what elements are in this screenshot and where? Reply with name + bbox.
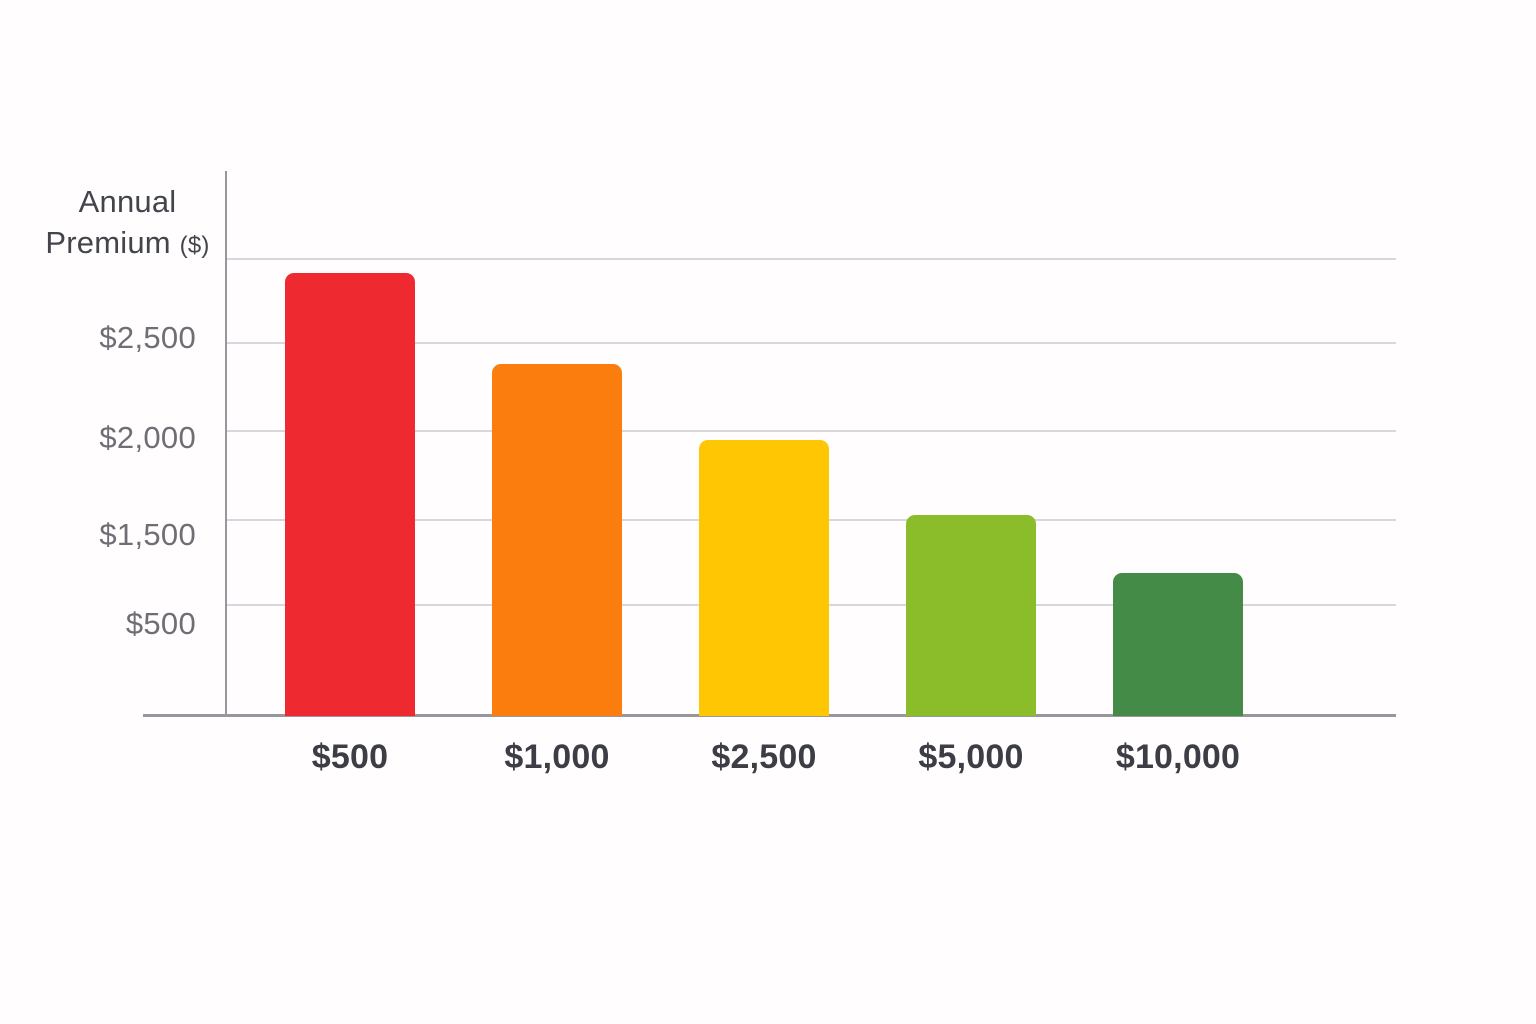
y-tick-label-2: $1,500 xyxy=(99,517,196,552)
bar-2500 xyxy=(699,440,829,716)
x-label-4: $10,000 xyxy=(1115,738,1241,776)
x-label-2: $2,500 xyxy=(711,738,817,776)
gridline-0 xyxy=(227,258,1396,260)
bar-500 xyxy=(285,273,415,716)
y-axis-title-line1: Annual xyxy=(78,184,177,219)
y-axis-title-line2: Premium xyxy=(45,225,171,260)
y-tick-label-3: $500 xyxy=(125,606,196,641)
y-axis-title: Annual Premium ($) xyxy=(30,181,225,266)
x-label-3: $5,000 xyxy=(918,738,1024,776)
y-tick-label-0: $2,500 xyxy=(99,320,196,355)
x-label-1: $1,000 xyxy=(504,738,610,776)
bar-5000 xyxy=(906,515,1036,716)
gridline-1 xyxy=(227,342,1396,344)
y-axis-title-unit: ($) xyxy=(179,232,210,259)
y-tick-label-1: $2,000 xyxy=(99,420,196,455)
bar-10000 xyxy=(1113,573,1243,716)
x-label-0: $500 xyxy=(311,738,389,776)
y-axis-line xyxy=(225,171,227,716)
bar-1000 xyxy=(492,364,622,716)
gridline-2 xyxy=(227,430,1396,432)
